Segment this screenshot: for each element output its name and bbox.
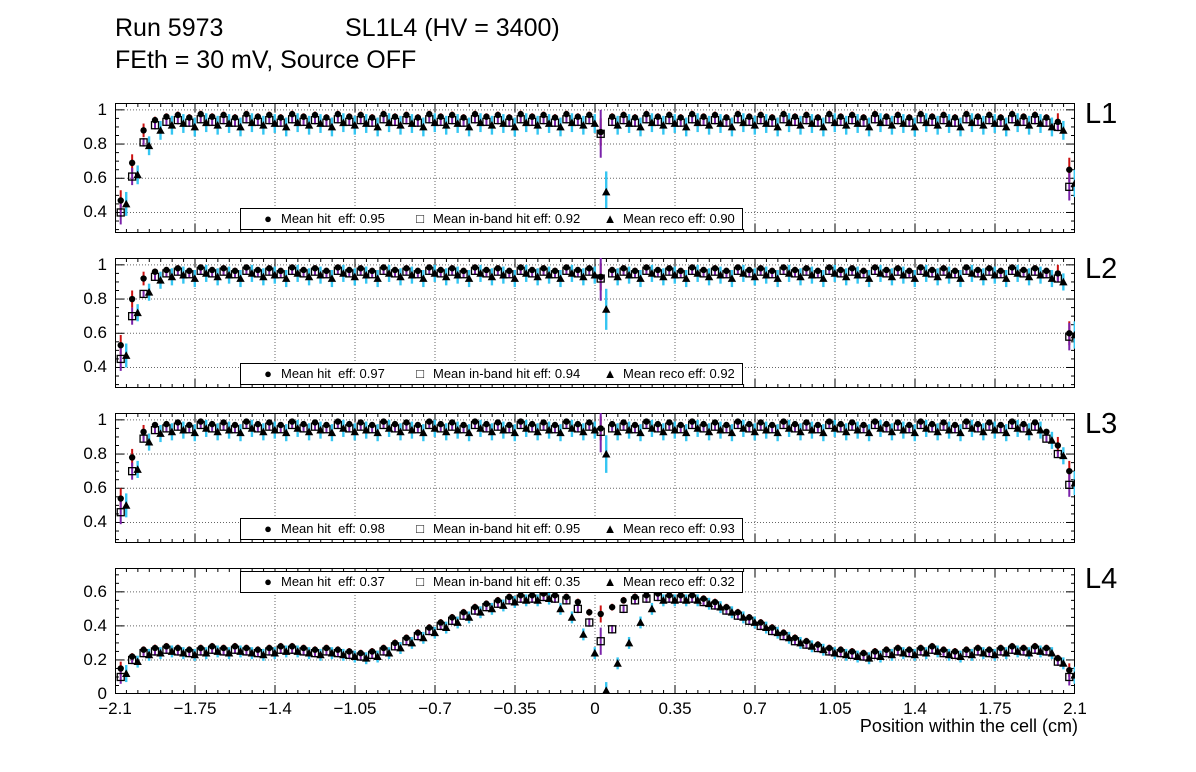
panel-label: L2 [1085,253,1118,285]
x-tick-label: 0 [590,699,600,718]
series-inband-markers [116,266,1074,364]
x-tick-label: 0.7 [743,699,767,718]
legend-entry-label: Mean hit eff: 0.97 [281,366,385,381]
y-tick-label: 0.6 [83,478,107,498]
panel-L2: ● Mean hit eff: 0.97 □ Mean in-band hit eff… [115,258,1075,388]
y-tick-label: 0.6 [83,323,107,343]
legend-entry: □ Mean in-band hit eff: 0.94 [407,364,580,384]
y-tick-label: 0.4 [83,357,107,377]
legend-entry-label: Mean in-band hit eff: 0.94 [433,366,581,381]
x-tick-label: 1.75 [978,699,1012,718]
legend-box: ● Mean hit eff: 0.95 □ Mean in-band hit eff… [240,208,743,230]
series-inband-errors [119,592,1071,686]
y-tick-label: 0.6 [83,168,107,188]
filled-circle-marker-icon: ● [264,574,272,589]
legend-entry-label: Mean in-band hit eff: 0.95 [433,521,581,536]
x-tick-label: −0.7 [418,699,452,718]
open-square-marker-icon: □ [416,366,424,381]
x-tick-label: 1.4 [903,699,927,718]
panel-label: L3 [1085,408,1118,440]
legend-entry: ▲ Mean reco eff: 0.92 [597,364,735,384]
filled-circle-marker-icon: ● [264,366,272,381]
x-tick-label: 0.35 [658,699,692,718]
legend-entry-label: Mean reco eff: 0.93 [623,521,735,536]
y-tick-label: 0.4 [83,615,107,635]
panel-label: L4 [1085,563,1118,595]
x-tick-label: −1.05 [333,699,377,718]
series-hit-markers [117,590,1073,674]
y-tick-label: 0.6 [83,581,107,601]
plot-area-L4 [115,568,1075,694]
legend-entry-label: Mean in-band hit eff: 0.35 [433,574,581,589]
legend-entry: ▲ Mean reco eff: 0.90 [597,209,735,229]
legend-entry-label: Mean reco eff: 0.90 [623,211,735,226]
legend-entry: ▲ Mean reco eff: 0.32 [597,572,735,592]
filled-triangle-marker-icon: ▲ [603,574,617,589]
filled-triangle-marker-icon: ▲ [603,211,617,226]
y-tick-label: 1 [97,99,107,119]
legend-entry: ● Mean hit eff: 0.97 [255,364,385,384]
panel-L4: ● Mean hit eff: 0.37 □ Mean in-band hit eff… [115,568,1075,694]
x-tick-label: 2.1 [1063,699,1087,718]
x-axis-title: Position within the cell (cm) [859,716,1078,736]
legend-entry: ▲ Mean reco eff: 0.93 [597,519,735,539]
series-hit-markers [117,264,1073,349]
legend-entry-label: Mean reco eff: 0.32 [623,574,735,589]
panel-label: L1 [1085,98,1118,130]
filled-circle-marker-icon: ● [264,521,272,536]
y-tick-label: 0.8 [83,134,107,154]
legend-entry: □ Mean in-band hit eff: 0.92 [407,209,580,229]
panel-L3: ● Mean hit eff: 0.98 □ Mean in-band hit eff… [115,413,1075,543]
title-run: Run 5973 [115,14,224,42]
series-hit-errors [119,590,1071,677]
legend-entry: ● Mean hit eff: 0.95 [255,209,385,229]
y-tick-label: 1 [97,409,107,429]
open-square-marker-icon: □ [416,211,424,226]
legend-box: ● Mean hit eff: 0.37 □ Mean in-band hit eff… [240,571,743,593]
series-reco-markers [122,424,1075,509]
series-hit-markers [117,110,1073,204]
y-tick-label: 0.2 [83,649,107,669]
legend-entry-label: Mean hit eff: 0.37 [281,574,385,589]
legend-entry-label: Mean reco eff: 0.92 [623,366,735,381]
filled-triangle-marker-icon: ▲ [603,366,617,381]
y-tick-label: 0.4 [83,202,107,222]
legend-box: ● Mean hit eff: 0.98 □ Mean in-band hit eff… [240,518,743,540]
y-tick-label: 0.4 [83,512,107,532]
legend-entry: □ Mean in-band hit eff: 0.95 [407,519,580,539]
filled-triangle-marker-icon: ▲ [603,521,617,536]
legend-entry-label: Mean hit eff: 0.98 [281,521,385,536]
y-tick-label: 0.8 [83,444,107,464]
series-inband-errors [119,413,1071,525]
legend-entry-label: Mean hit eff: 0.95 [281,211,385,226]
filled-circle-marker-icon: ● [264,211,272,226]
legend-entry: □ Mean in-band hit eff: 0.35 [407,572,580,592]
legend-entry: ● Mean hit eff: 0.37 [255,572,385,592]
panel-L1: ● Mean hit eff: 0.95 □ Mean in-band hit eff… [115,103,1075,233]
y-tick-label: 1 [97,254,107,274]
x-tick-label: −0.35 [493,699,537,718]
x-tick-label: −1.4 [258,699,292,718]
y-tick-label: 0 [97,684,107,703]
legend-box: ● Mean hit eff: 0.97 □ Mean in-band hit eff… [240,363,743,385]
open-square-marker-icon: □ [416,574,424,589]
title-chamber: SL1L4 (HV = 3400) [345,14,560,42]
plot-area-L1 [115,103,1075,233]
open-square-marker-icon: □ [416,521,424,536]
x-tick-label: −1.75 [173,699,217,718]
title-subtitle: FEth = 30 mV, Source OFF [115,46,417,74]
series-hit-markers [117,418,1073,502]
x-tick-label: −2.1 [98,699,132,718]
legend-entry: ● Mean hit eff: 0.98 [255,519,385,539]
y-tick-label: 0.8 [83,289,107,309]
x-tick-label: 1.05 [818,699,852,718]
legend-entry-label: Mean in-band hit eff: 0.92 [433,211,581,226]
